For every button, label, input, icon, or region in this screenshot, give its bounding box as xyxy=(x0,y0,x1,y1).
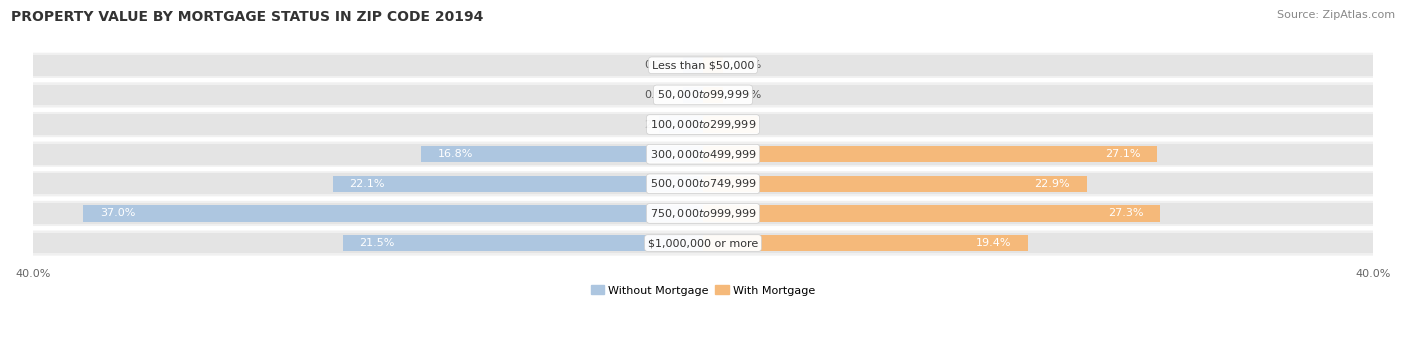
Bar xyxy=(32,85,1374,105)
Text: $300,000 to $499,999: $300,000 to $499,999 xyxy=(650,148,756,161)
Bar xyxy=(32,233,1374,253)
Text: 27.1%: 27.1% xyxy=(1105,149,1140,159)
Bar xyxy=(32,203,1374,224)
Text: 0.0%: 0.0% xyxy=(733,60,762,70)
Legend: Without Mortgage, With Mortgage: Without Mortgage, With Mortgage xyxy=(586,281,820,300)
Text: $50,000 to $99,999: $50,000 to $99,999 xyxy=(657,88,749,101)
Bar xyxy=(703,235,1028,251)
Bar xyxy=(703,205,1160,222)
Bar xyxy=(703,87,723,103)
Text: $1,000,000 or more: $1,000,000 or more xyxy=(648,238,758,248)
Text: PROPERTY VALUE BY MORTGAGE STATUS IN ZIP CODE 20194: PROPERTY VALUE BY MORTGAGE STATUS IN ZIP… xyxy=(11,10,484,24)
Text: 2.6%: 2.6% xyxy=(644,120,673,130)
FancyBboxPatch shape xyxy=(32,201,1374,226)
Text: $500,000 to $749,999: $500,000 to $749,999 xyxy=(650,177,756,190)
Text: 19.4%: 19.4% xyxy=(976,238,1011,248)
FancyBboxPatch shape xyxy=(32,82,1374,107)
Bar xyxy=(32,114,1374,135)
Text: 0.0%: 0.0% xyxy=(644,90,673,100)
Text: 22.1%: 22.1% xyxy=(350,179,385,189)
Text: 0.0%: 0.0% xyxy=(644,60,673,70)
Text: Less than $50,000: Less than $50,000 xyxy=(652,60,754,70)
Bar xyxy=(703,116,758,133)
FancyBboxPatch shape xyxy=(32,231,1374,256)
FancyBboxPatch shape xyxy=(32,53,1374,78)
Bar xyxy=(703,146,1157,162)
Bar xyxy=(703,176,1087,192)
Text: 37.0%: 37.0% xyxy=(100,208,135,218)
Bar xyxy=(32,173,1374,194)
Bar xyxy=(333,176,703,192)
Text: $750,000 to $999,999: $750,000 to $999,999 xyxy=(650,207,756,220)
Text: 16.8%: 16.8% xyxy=(439,149,474,159)
Bar xyxy=(32,55,1374,76)
Text: 0.0%: 0.0% xyxy=(733,90,762,100)
Bar xyxy=(683,87,703,103)
Text: 21.5%: 21.5% xyxy=(360,238,395,248)
Text: 22.9%: 22.9% xyxy=(1035,179,1070,189)
Bar xyxy=(683,57,703,73)
Text: 27.3%: 27.3% xyxy=(1108,208,1143,218)
Text: 3.3%: 3.3% xyxy=(710,120,738,130)
Text: Source: ZipAtlas.com: Source: ZipAtlas.com xyxy=(1277,10,1395,20)
FancyBboxPatch shape xyxy=(32,171,1374,197)
FancyBboxPatch shape xyxy=(32,112,1374,137)
Bar xyxy=(83,205,703,222)
Bar xyxy=(422,146,703,162)
Text: $100,000 to $299,999: $100,000 to $299,999 xyxy=(650,118,756,131)
FancyBboxPatch shape xyxy=(32,141,1374,167)
Bar xyxy=(343,235,703,251)
Bar xyxy=(32,144,1374,165)
Bar xyxy=(703,57,723,73)
Bar xyxy=(659,116,703,133)
